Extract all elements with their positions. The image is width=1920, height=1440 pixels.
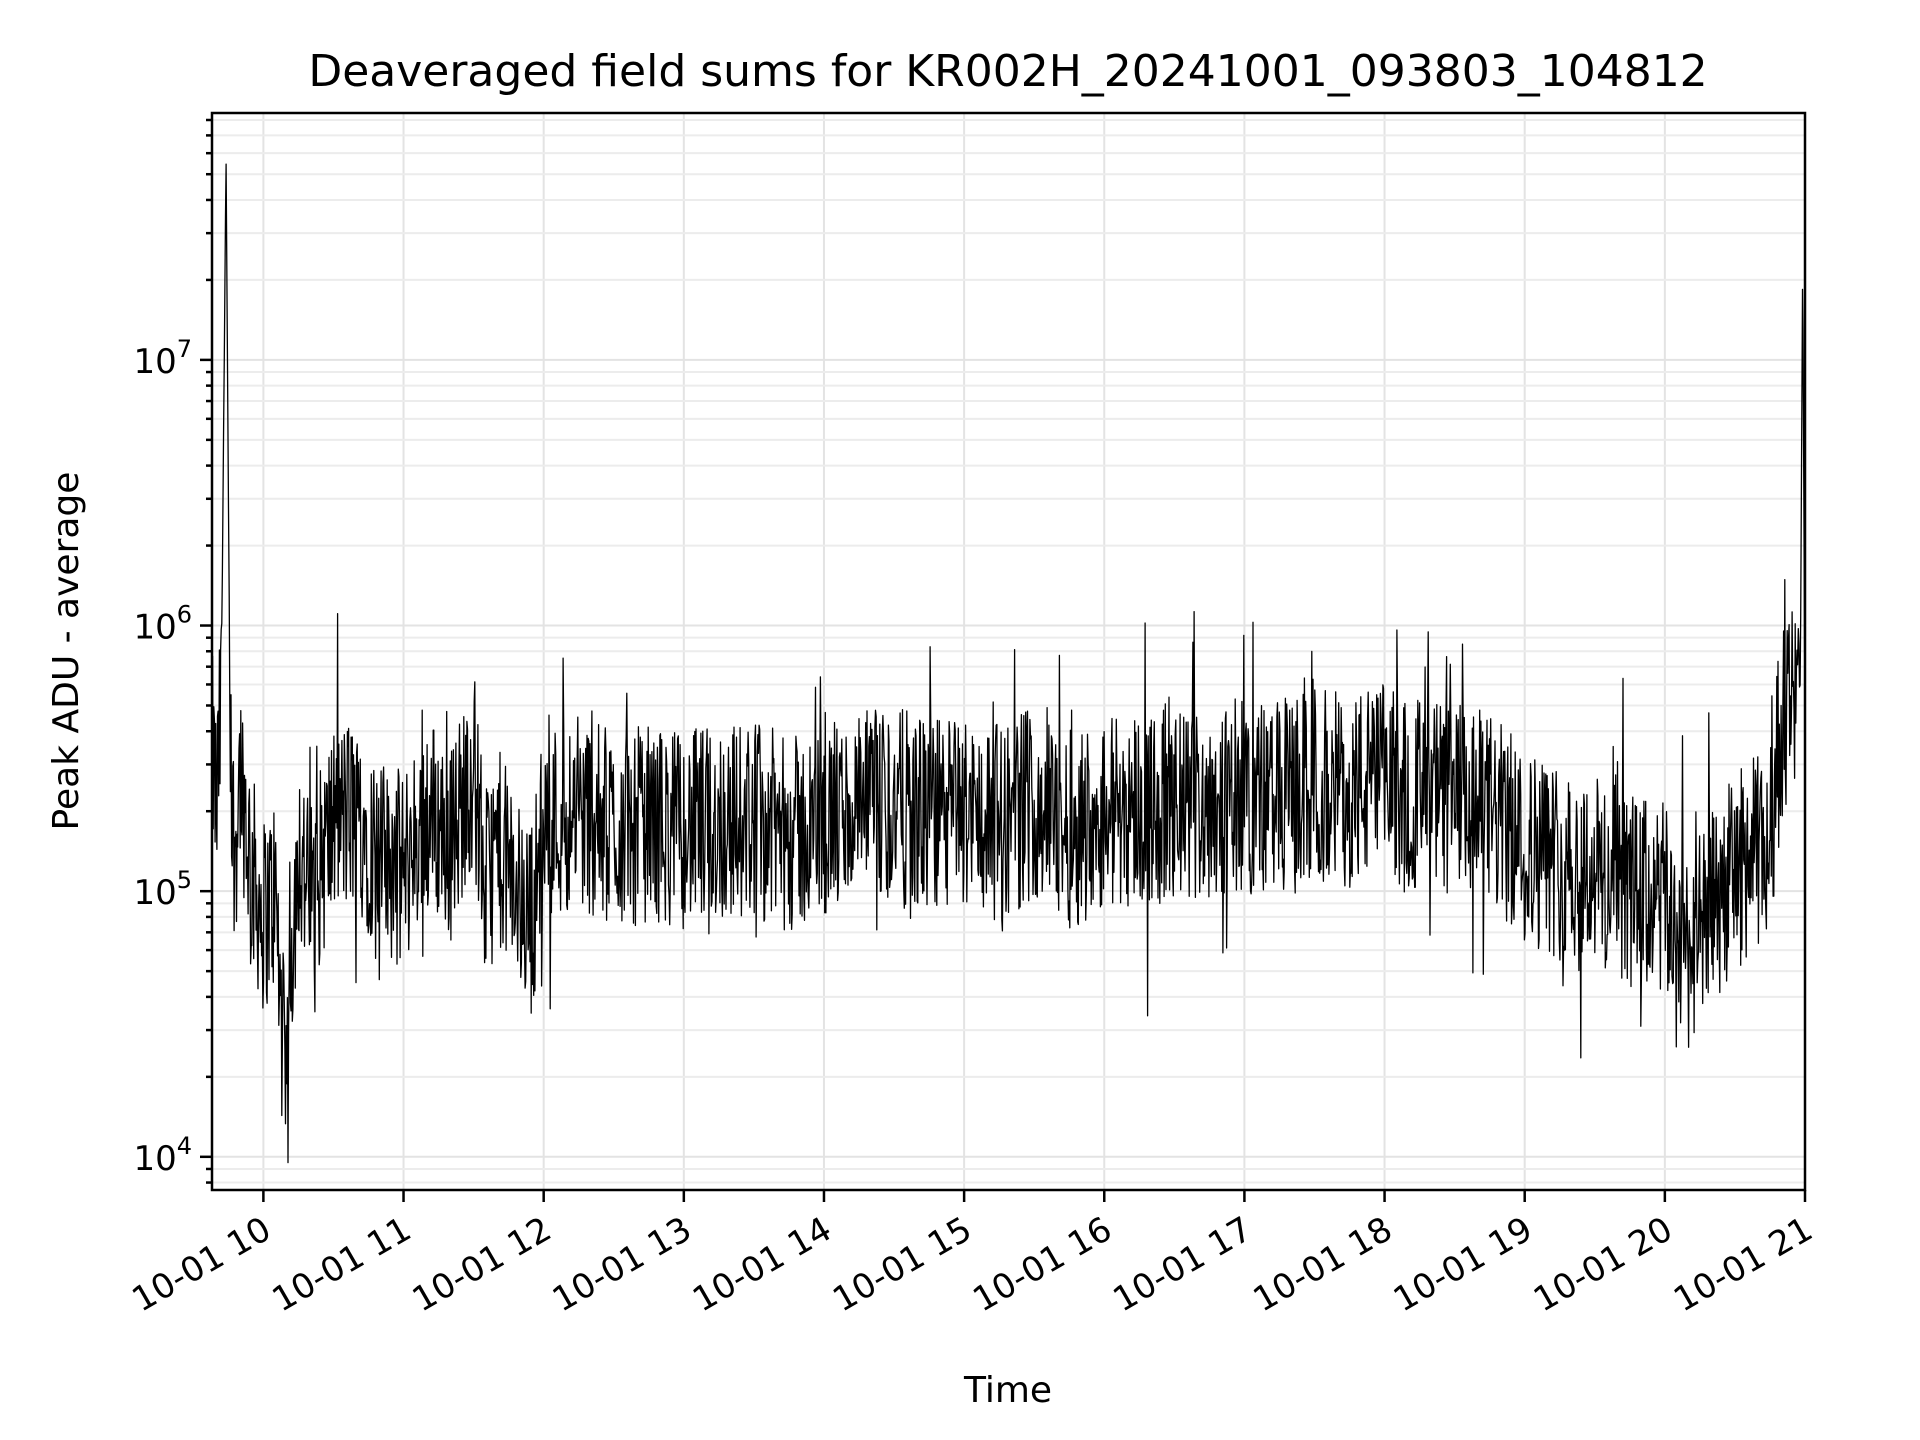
y-tick-label: 107 bbox=[133, 335, 192, 382]
x-tick-label: 10-01 16 bbox=[966, 1209, 1118, 1320]
x-tick-label: 10-01 21 bbox=[1667, 1209, 1819, 1320]
x-tick-label: 10-01 18 bbox=[1247, 1209, 1399, 1320]
y-tick-label: 105 bbox=[133, 866, 192, 913]
x-tick-label: 10-01 10 bbox=[125, 1209, 277, 1320]
x-axis-label: Time bbox=[963, 1370, 1052, 1411]
x-tick-label: 10-01 17 bbox=[1107, 1209, 1259, 1320]
x-tick-label: 10-01 11 bbox=[266, 1209, 418, 1320]
x-tick-label: 10-01 14 bbox=[686, 1209, 838, 1320]
y-tick-label: 106 bbox=[133, 601, 192, 648]
grid bbox=[212, 113, 1806, 1190]
series-line bbox=[211, 163, 1806, 1164]
y-tick-label: 104 bbox=[133, 1132, 192, 1179]
x-tick-label: 10-01 15 bbox=[826, 1209, 978, 1320]
y-axis-label: Peak ADU - average bbox=[46, 472, 87, 831]
x-tick-label: 10-01 12 bbox=[406, 1209, 558, 1320]
x-tick-label: 10-01 19 bbox=[1387, 1209, 1539, 1320]
x-tick-label: 10-01 20 bbox=[1527, 1209, 1679, 1320]
chart-title: Deaveraged field sums for KR002H_2024100… bbox=[308, 46, 1707, 97]
x-tick-label: 10-01 13 bbox=[546, 1209, 698, 1320]
